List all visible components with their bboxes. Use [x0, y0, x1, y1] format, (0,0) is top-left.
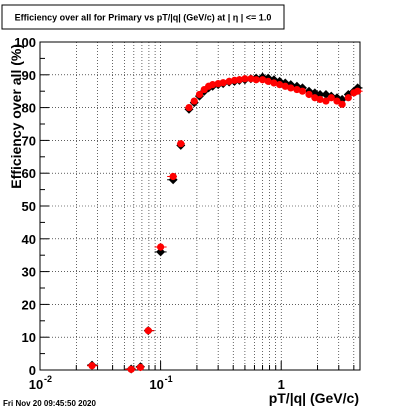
x-tick-label: 1: [278, 377, 285, 392]
series-1: [87, 72, 363, 374]
x-tick-label-exponent: -2: [44, 374, 52, 384]
data-point: [338, 100, 346, 108]
y-tick-label: 100: [14, 35, 36, 50]
grid-lines: [40, 42, 360, 370]
x-tick-label-base: 1: [278, 377, 285, 392]
data-point: [258, 76, 267, 84]
x-tick-label-exponent: -1: [165, 374, 173, 384]
x-tick-label-base: 10: [149, 377, 163, 392]
y-tick-label: 80: [22, 101, 36, 116]
data-point: [322, 97, 330, 105]
x-tick-label: 10 -1: [149, 374, 172, 392]
x-tick-label: 10 -2: [29, 374, 52, 392]
y-tick-label: 0: [29, 363, 36, 378]
data-point: [316, 95, 324, 103]
data-point: [127, 365, 135, 373]
y-tick-label: 60: [22, 166, 36, 181]
data-point: [225, 77, 233, 85]
x-tick-label-base: 10: [29, 377, 43, 392]
data-point: [252, 76, 260, 84]
data-point: [157, 243, 165, 251]
data-point: [247, 75, 255, 83]
data-point: [144, 327, 152, 335]
chart-title-box: [1, 4, 285, 30]
y-axis-label: Efficiency over all (%): [8, 44, 24, 189]
data-point: [305, 90, 313, 99]
data-point: [169, 172, 177, 181]
data-point: [264, 77, 272, 85]
data-point: [354, 87, 362, 95]
x-axis: 10 -2 10 -1 1: [29, 361, 355, 392]
data-point: [235, 76, 243, 84]
data-point: [185, 104, 193, 112]
y-tick-label: 30: [22, 265, 36, 280]
data-series: [87, 72, 363, 374]
data-point: [177, 140, 185, 148]
data-point: [270, 79, 278, 87]
y-tick-label: 50: [22, 199, 36, 214]
y-tick-label: 70: [22, 133, 36, 148]
y-tick-label: 10: [22, 330, 36, 345]
data-point: [327, 94, 335, 102]
data-point: [344, 94, 352, 102]
data-point: [287, 84, 295, 92]
data-point: [88, 362, 96, 370]
y-tick-label: 90: [22, 68, 36, 83]
data-point: [281, 82, 289, 90]
timestamp: Fri Nov 20 09:45:50 2020: [3, 399, 96, 408]
data-point: [333, 97, 341, 105]
data-point: [293, 85, 301, 94]
x-axis-label: pT/|q| (GeV/c): [269, 390, 359, 406]
chart-title: Efficiency over all for Primary vs pT/|q…: [15, 13, 272, 23]
y-tick-label: 40: [22, 232, 36, 247]
series-2: [87, 75, 363, 373]
data-point: [190, 97, 198, 105]
data-point: [241, 75, 249, 83]
y-tick-label: 20: [22, 297, 36, 312]
data-point: [209, 81, 217, 89]
data-point: [136, 363, 145, 371]
data-point: [195, 90, 204, 99]
y-axis: 0 10 20 30 40 50 60 70 80 90 100: [14, 35, 49, 378]
data-point: [219, 79, 227, 87]
data-point: [276, 81, 284, 89]
data-point: [298, 87, 307, 95]
